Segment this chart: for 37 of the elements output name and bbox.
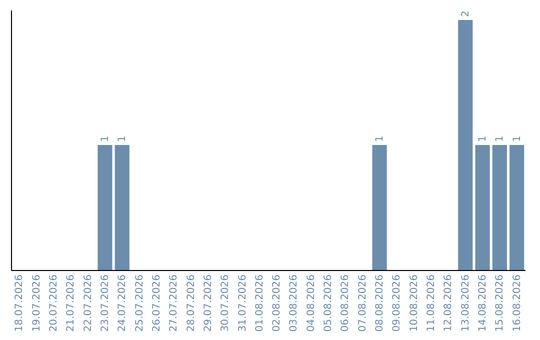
data-label: 1 (374, 136, 386, 142)
data-label: 2 (460, 10, 472, 17)
x-tick-label: 15.08.2026 (494, 274, 506, 332)
x-tick-label: 01.08.2026 (254, 274, 266, 332)
x-tick-label: 22.07.2026 (82, 274, 94, 332)
data-label: 1 (100, 136, 111, 142)
x-tick-label: 20.07.2026 (48, 274, 60, 332)
x-tick-label: 29.07.2026 (202, 274, 214, 332)
x-tick-label: 26.07.2026 (151, 274, 162, 332)
x-tick-label: 06.08.2026 (340, 274, 352, 332)
data-label: 1 (478, 136, 489, 142)
x-tick-label: 19.07.2026 (31, 274, 42, 332)
x-tick-label: 11.08.2026 (426, 274, 438, 332)
x-tick-label: 18.07.2026 (14, 274, 26, 332)
x-tick-label: 30.07.2026 (220, 274, 232, 332)
x-tick-label: 08.08.2026 (374, 274, 386, 332)
x-tick-label: 25.07.2026 (134, 274, 146, 332)
x-tick-label: 02.08.2026 (272, 274, 283, 332)
x-tick-label: 21.07.2026 (66, 274, 77, 332)
data-label: 1 (117, 136, 128, 142)
data-label: 1 (512, 136, 523, 142)
x-tick-label: 16.08.2026 (512, 274, 523, 332)
x-tick-label: 10.08.2026 (408, 274, 420, 332)
x-tick-label: 24.07.2026 (117, 274, 128, 332)
x-tick-label: 05.08.2026 (323, 274, 334, 332)
x-tick-label: 14.08.2026 (478, 274, 489, 332)
x-tick-label: 12.08.2026 (443, 274, 454, 332)
x-tick-label: 28.07.2026 (186, 274, 197, 332)
x-tick-label: 04.08.2026 (306, 274, 317, 332)
x-tick-label: 27.07.2026 (168, 274, 180, 332)
x-tick-label: 09.08.2026 (392, 274, 403, 332)
x-tick-label: 23.07.2026 (100, 274, 111, 332)
x-tick-label: 03.08.2026 (288, 274, 300, 332)
x-tick-label: 07.08.2026 (357, 274, 368, 332)
x-tick-label: 13.08.2026 (460, 274, 472, 332)
data-label: 1 (494, 136, 506, 142)
x-tick-label: 31.07.2026 (237, 274, 248, 332)
